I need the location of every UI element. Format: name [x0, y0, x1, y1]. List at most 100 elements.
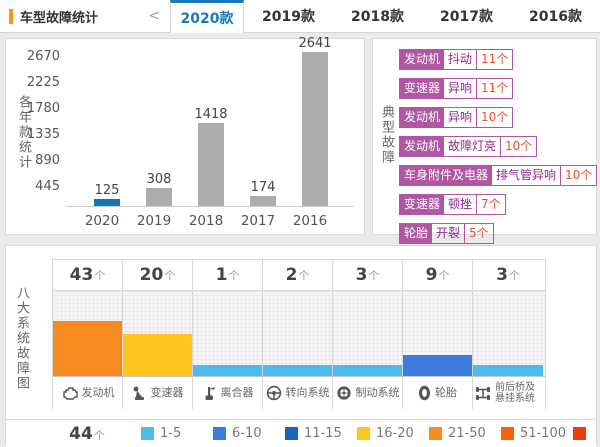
tab-2019[interactable]: 2019款 — [262, 9, 315, 25]
legend-swatch — [429, 427, 442, 440]
systems-label-row: 发动机 变速器 离合器 转向系统 制动系统 轮胎 — [53, 376, 545, 409]
fault-system: 变速器 — [400, 195, 445, 214]
bar-axle-suspension — [473, 365, 543, 376]
bar-value-label: 1418 — [194, 107, 228, 122]
fault-row: 轮胎 开裂 5个 — [399, 223, 494, 244]
y-tick: 2670 — [26, 49, 60, 64]
fault-system: 发动机 — [400, 137, 445, 156]
legend-item: 16-20 — [357, 426, 429, 441]
bar-tires — [403, 355, 472, 376]
fault-row: 发动机 异响 10个 — [399, 107, 514, 128]
fault-row: 变速器 顿挫 7个 — [399, 194, 506, 215]
bar-value-label: 308 — [146, 172, 172, 187]
steering-wheel-icon — [266, 385, 281, 401]
count-value: 3 — [496, 265, 508, 285]
bar-transmission — [123, 334, 192, 376]
bar-2016[interactable] — [302, 52, 328, 206]
bar-2018[interactable] — [198, 123, 224, 206]
fault-system: 发动机 — [400, 50, 445, 69]
severity-legend: 1-5 6-10 11-15 16-20 21-50 51-100 — [141, 426, 600, 441]
fault-count: 5个 — [469, 226, 489, 240]
legend-label: 51-100 — [520, 426, 567, 441]
count-unit: 个 — [164, 269, 176, 282]
legend-swatch — [501, 427, 514, 440]
system-label-cell: 制动系统 — [333, 377, 403, 409]
tab-2020[interactable]: 2020款 — [170, 0, 244, 33]
legend-item: 51-100 — [501, 426, 573, 441]
count-value: 20 — [139, 265, 164, 285]
system-label-cell: 离合器 — [193, 377, 263, 409]
bar-2019[interactable] — [146, 188, 172, 206]
fault-count: 7个 — [481, 197, 501, 211]
bar-cell — [123, 291, 193, 376]
legend-swatch — [573, 427, 586, 440]
bar-cell — [263, 291, 333, 376]
bar-group-2020: 125 — [94, 183, 120, 206]
legend-swatch — [285, 427, 298, 440]
fault-count: 10个 — [505, 139, 533, 153]
legend-label: 16-20 — [376, 426, 414, 441]
legend-label: 11-15 — [304, 426, 342, 441]
bar-value-label: 2641 — [298, 36, 332, 51]
legend-swatch — [213, 427, 226, 440]
system-name: 离合器 — [220, 385, 254, 399]
y-tick: 2225 — [26, 75, 60, 90]
bar-2020[interactable] — [94, 199, 120, 206]
bar-cell — [53, 291, 123, 376]
count-unit: 个 — [93, 429, 105, 442]
tab-2018[interactable]: 2018款 — [351, 9, 404, 25]
tire-icon — [419, 385, 430, 401]
fault-row: 发动机 故障灯亮 10个 — [399, 136, 538, 157]
systems-chart-title: 八大系统故障图 — [14, 286, 29, 391]
tabs-scroll-left-icon[interactable]: < — [148, 8, 160, 24]
fault-system: 轮胎 — [400, 224, 433, 243]
bar-group-2017: 174 — [250, 180, 276, 206]
year-tabs: 2020款 2019款 2018款 2017款 2016款 — [170, 0, 600, 33]
count-unit: 个 — [438, 269, 450, 282]
system-name: 转向系统 — [285, 385, 330, 399]
x-label: 2017 — [240, 213, 276, 229]
fault-symptom: 故障灯亮 — [444, 137, 502, 156]
y-tick: 890 — [35, 153, 60, 168]
typical-faults-panel: 典型故障 发动机 抖动 11个 变速器 异响 11个 发动机 异响 10个 发动… — [372, 38, 598, 244]
fault-system: 发动机 — [400, 108, 445, 127]
tab-2017[interactable]: 2017款 — [440, 9, 493, 25]
x-label: 2020 — [84, 213, 120, 229]
page-title-block: 车型故障统计 < — [0, 0, 170, 32]
systems-bottom-row: 44个 1-5 6-10 11-15 16-20 21-50 51-100 — [6, 419, 596, 447]
count-value: 2 — [285, 265, 298, 285]
bar-group-2019: 308 — [146, 172, 172, 206]
bar-2017[interactable] — [250, 196, 276, 206]
count-value: 43 — [69, 265, 94, 285]
system-label-cell: 前后桥及悬挂系统 — [473, 377, 543, 409]
yearly-stats-panel: 各年款统计 2670 2225 1780 1335 890 445 125 30… — [5, 36, 365, 235]
gearshift-icon — [133, 386, 144, 400]
bar-value-label: 174 — [250, 180, 276, 195]
bar-group-2016: 2641 — [298, 36, 332, 206]
bar-value-label: 125 — [94, 183, 120, 198]
yearly-bar-plot: 125 308 1418 174 2641 — [66, 36, 354, 207]
brake-disc-icon — [336, 386, 351, 400]
typical-faults-list: 发动机 抖动 11个 变速器 异响 11个 发动机 异响 10个 发动机 故障灯… — [399, 49, 598, 252]
legend-swatch — [357, 427, 370, 440]
axle-suspension-icon — [476, 386, 490, 400]
count-unit: 个 — [508, 269, 520, 282]
count-cell: 43 个 — [53, 260, 123, 290]
x-label: 2019 — [136, 213, 172, 229]
y-tick: 445 — [35, 179, 60, 194]
legend-item: 6-10 — [213, 426, 285, 441]
x-label: 2018 — [188, 213, 224, 229]
system-label-cell: 转向系统 — [263, 377, 333, 409]
system-name: 发动机 — [81, 385, 115, 399]
tab-2016[interactable]: 2016款 — [529, 9, 582, 25]
fault-count: 11个 — [481, 81, 509, 95]
bar-cell — [403, 291, 473, 376]
count-cell: 20 个 — [123, 260, 193, 290]
fault-symptom: 排气管异响 — [492, 166, 562, 185]
bar-cell — [333, 291, 403, 376]
